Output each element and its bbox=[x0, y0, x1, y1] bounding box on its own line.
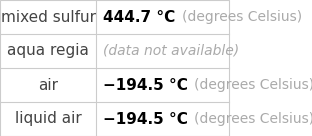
Text: −194.5 °C: −194.5 °C bbox=[103, 78, 199, 92]
Text: (data not available): (data not available) bbox=[103, 44, 239, 58]
Text: 444.7 °C: 444.7 °C bbox=[103, 10, 186, 24]
Text: liquid air: liquid air bbox=[15, 112, 81, 126]
Text: aqua regia: aqua regia bbox=[7, 44, 89, 58]
Text: (degrees Celsius): (degrees Celsius) bbox=[194, 112, 312, 126]
Text: (degrees Celsius): (degrees Celsius) bbox=[194, 78, 312, 92]
Text: air: air bbox=[38, 78, 58, 92]
Text: −194.5 °C: −194.5 °C bbox=[103, 112, 199, 126]
Text: (degrees Celsius): (degrees Celsius) bbox=[182, 10, 302, 24]
Text: mixed sulfur: mixed sulfur bbox=[1, 10, 96, 24]
